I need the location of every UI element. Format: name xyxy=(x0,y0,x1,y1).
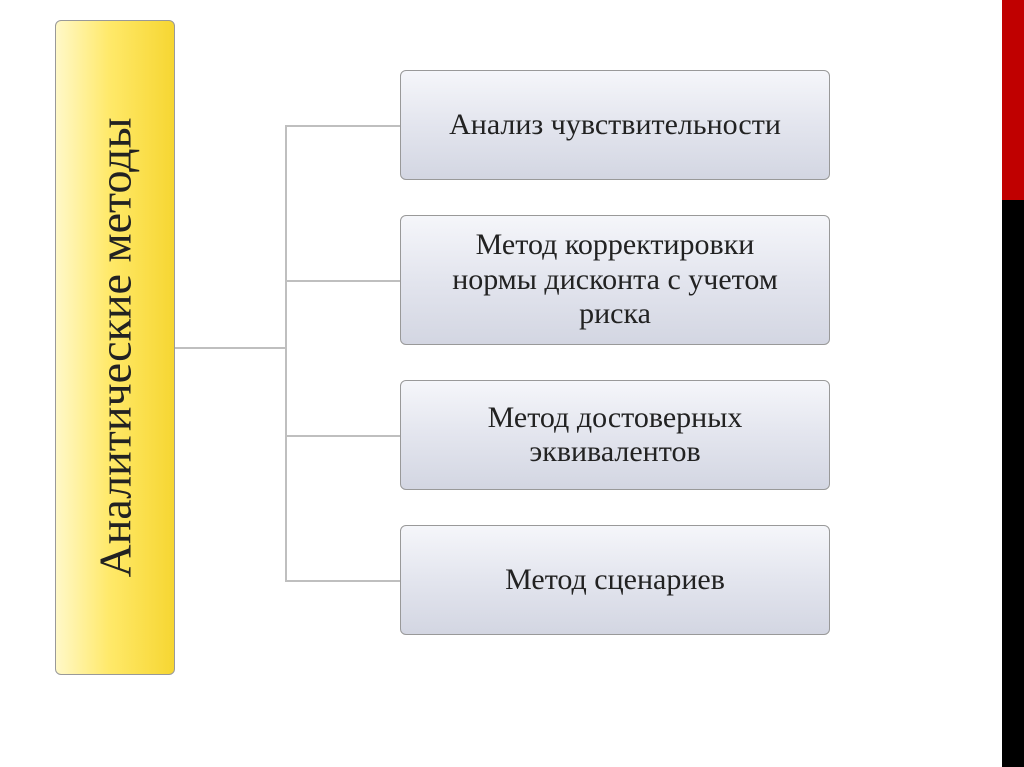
child-node-3: Метод достоверных эквивалентов xyxy=(400,380,830,490)
child-label: Метод корректировки нормы дисконта с уче… xyxy=(431,228,799,332)
accent-stripe-red xyxy=(1002,0,1024,200)
child-label: Метод сценариев xyxy=(505,563,725,598)
connector-main xyxy=(175,347,287,349)
root-label: Аналитические методы xyxy=(89,118,142,578)
connector-trunk xyxy=(285,125,287,580)
child-label: Метод достоверных эквивалентов xyxy=(431,401,799,470)
hierarchy-diagram: Аналитические методы Анализ чувствительн… xyxy=(55,20,915,675)
child-node-4: Метод сценариев xyxy=(400,525,830,635)
root-node: Аналитические методы xyxy=(55,20,175,675)
connector-branch-4 xyxy=(285,580,400,582)
connector-branch-3 xyxy=(285,435,400,437)
child-node-1: Анализ чувствительности xyxy=(400,70,830,180)
connector-branch-2 xyxy=(285,280,400,282)
child-label: Анализ чувствительности xyxy=(449,108,781,143)
child-node-2: Метод корректировки нормы дисконта с уче… xyxy=(400,215,830,345)
connector-branch-1 xyxy=(285,125,400,127)
accent-stripe-black xyxy=(1002,200,1024,767)
